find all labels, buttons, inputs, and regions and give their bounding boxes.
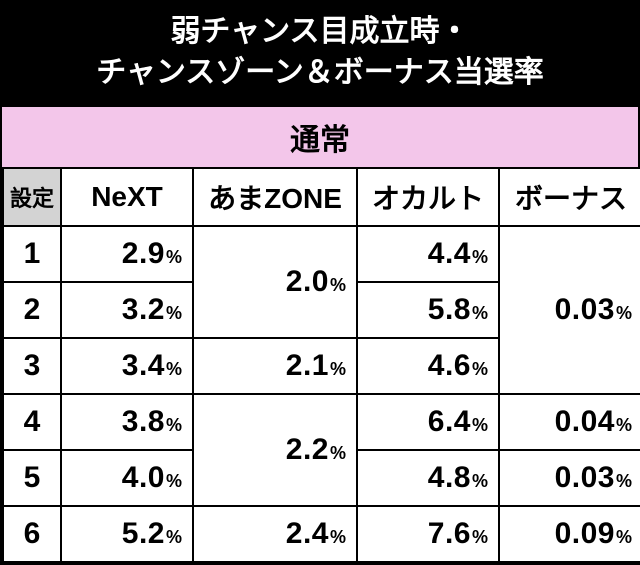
cell-occult: 5.8% bbox=[357, 282, 499, 338]
table-subheader: 通常 bbox=[2, 105, 638, 167]
cell-occult: 4.4% bbox=[357, 226, 499, 282]
cell-settei: 3 bbox=[3, 338, 61, 394]
cell-next: 2.9% bbox=[61, 226, 193, 282]
cell-occult: 4.6% bbox=[357, 338, 499, 394]
cell-next: 3.8% bbox=[61, 394, 193, 450]
cell-next: 4.0% bbox=[61, 450, 193, 506]
cell-settei: 6 bbox=[3, 506, 61, 562]
cell-settei: 2 bbox=[3, 282, 61, 338]
cell-ama: 2.0% bbox=[193, 226, 357, 338]
rate-table-container: 弱チャンス目成立時・ チャンスゾーン＆ボーナス当選率 通常 設定 NeXT あま… bbox=[0, 0, 640, 565]
cell-occult: 7.6% bbox=[357, 506, 499, 562]
cell-next: 5.2% bbox=[61, 506, 193, 562]
cell-bonus: 0.09% bbox=[499, 506, 640, 562]
col-header-occult: オカルト bbox=[357, 168, 499, 226]
cell-occult: 4.8% bbox=[357, 450, 499, 506]
cell-bonus: 0.03% bbox=[499, 226, 640, 394]
cell-next: 3.4% bbox=[61, 338, 193, 394]
cell-ama: 2.1% bbox=[193, 338, 357, 394]
rate-table: 設定 NeXT あまZONE オカルト ボーナス 1 2.9% 2.0% 4.4… bbox=[2, 167, 640, 563]
cell-settei: 1 bbox=[3, 226, 61, 282]
table-row: 4 3.8% 2.2% 6.4% 0.04% bbox=[3, 394, 640, 450]
header-row: 設定 NeXT あまZONE オカルト ボーナス bbox=[3, 168, 640, 226]
title-line-2: チャンスゾーン＆ボーナス当選率 bbox=[8, 53, 632, 94]
table-row: 1 2.9% 2.0% 4.4% 0.03% bbox=[3, 226, 640, 282]
cell-ama: 2.4% bbox=[193, 506, 357, 562]
cell-bonus: 0.04% bbox=[499, 394, 640, 450]
col-header-bonus: ボーナス bbox=[499, 168, 640, 226]
cell-ama: 2.2% bbox=[193, 394, 357, 506]
table-row: 6 5.2% 2.4% 7.6% 0.09% bbox=[3, 506, 640, 562]
cell-occult: 6.4% bbox=[357, 394, 499, 450]
col-header-next: NeXT bbox=[61, 168, 193, 226]
cell-settei: 5 bbox=[3, 450, 61, 506]
table-title: 弱チャンス目成立時・ チャンスゾーン＆ボーナス当選率 bbox=[2, 2, 638, 105]
col-header-settei: 設定 bbox=[3, 168, 61, 226]
title-line-1: 弱チャンス目成立時・ bbox=[8, 12, 632, 53]
cell-next: 3.2% bbox=[61, 282, 193, 338]
cell-settei: 4 bbox=[3, 394, 61, 450]
col-header-ama: あまZONE bbox=[193, 168, 357, 226]
cell-bonus: 0.03% bbox=[499, 450, 640, 506]
